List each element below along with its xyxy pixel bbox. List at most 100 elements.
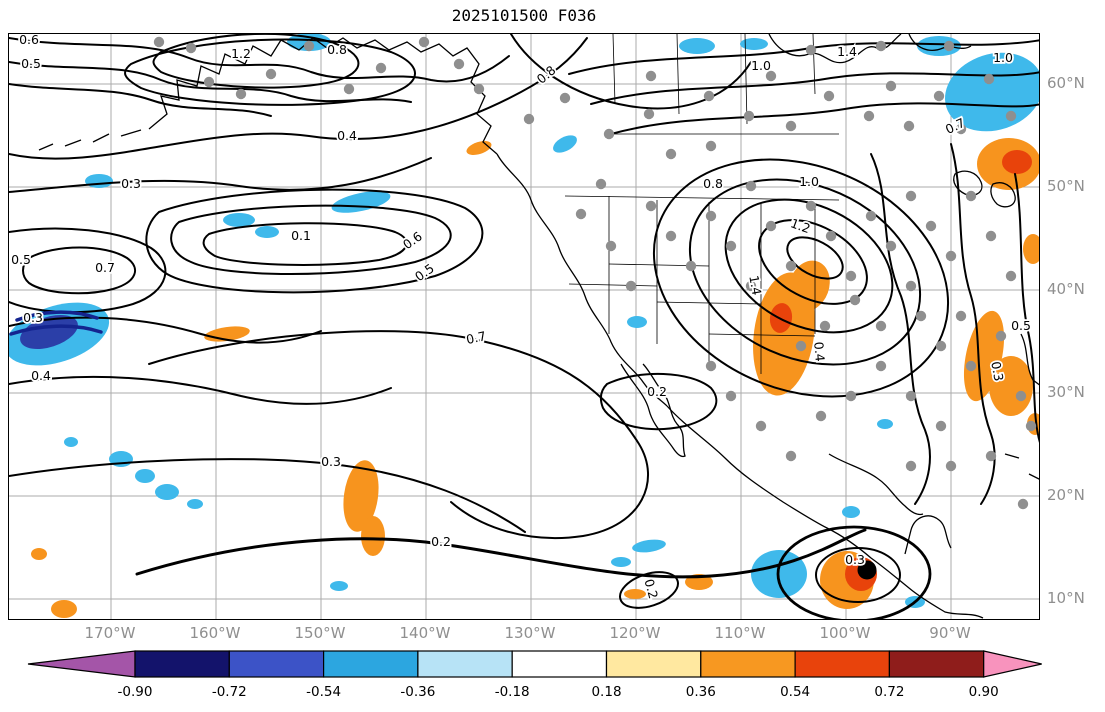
colorbar-tick: -0.18 — [494, 684, 530, 700]
station-dot — [755, 420, 767, 432]
station-dot — [965, 360, 977, 372]
shaded-patch — [361, 516, 385, 556]
colorbar-segment — [605, 650, 702, 678]
colorbar-over-arrow — [983, 650, 1042, 678]
shaded-patch — [624, 589, 646, 599]
contour-lines — [9, 34, 1039, 619]
station-dot — [265, 68, 277, 80]
shaded-patch — [155, 484, 179, 500]
station-dot — [845, 390, 857, 402]
shaded-patch — [187, 499, 203, 509]
lon-tick-label: 110°W — [714, 624, 766, 642]
contour-label: 0.3 — [121, 176, 141, 191]
station-dot — [983, 73, 995, 85]
shaded-patch — [679, 38, 715, 54]
station-dot — [625, 280, 637, 292]
contour-label: 1.0 — [799, 174, 819, 189]
shaded-patch — [223, 213, 255, 227]
colorbar-segment — [511, 650, 608, 678]
shaded-patch — [20, 314, 78, 350]
station-dot — [885, 80, 897, 92]
station-dot — [235, 88, 247, 100]
station-dot — [375, 62, 387, 74]
shaded-patch — [740, 38, 768, 50]
station-dot — [745, 180, 757, 192]
shaded-patch — [1002, 150, 1032, 174]
colorbar — [27, 650, 1042, 678]
contour-label: 0.6 — [19, 34, 39, 47]
colorbar-tick: 0.72 — [874, 684, 905, 700]
shaded-patch — [917, 36, 961, 56]
station-dot — [815, 410, 827, 422]
shaded-patch — [1023, 234, 1039, 264]
contour-label: 0.2 — [431, 534, 451, 549]
station-dot — [885, 240, 897, 252]
station-dot — [418, 36, 430, 48]
lat-tick-label: 20°N — [1047, 486, 1085, 504]
station-dot — [985, 230, 997, 242]
station-dot — [665, 230, 677, 242]
colorbar-tick: -0.72 — [211, 684, 247, 700]
contour-label: 0.5 — [11, 252, 31, 267]
station-dot — [1005, 270, 1017, 282]
station-dot — [925, 220, 937, 232]
lon-tick-label: 140°W — [399, 624, 451, 642]
station-dot — [645, 200, 657, 212]
station-dot — [703, 90, 715, 102]
shaded-patch — [343, 460, 379, 532]
station-dot — [153, 36, 165, 48]
contour-label: 0.4 — [31, 368, 51, 383]
station-dot — [795, 340, 807, 352]
station-dot — [1025, 420, 1037, 432]
contour-label: 0.7 — [465, 328, 488, 347]
shaded-patch — [842, 506, 860, 518]
station-dot — [965, 190, 977, 202]
lat-tick-label: 30°N — [1047, 383, 1085, 401]
station-dot — [743, 110, 755, 122]
weather-map: 0.60.51.2 0.80.8 1.01.4 1.00.70.40.3 0.8 1.00… — [9, 34, 1039, 619]
shaded-patch — [611, 557, 631, 567]
station-dot — [955, 310, 967, 322]
shaded-patch — [135, 469, 155, 483]
shaded-patch — [627, 316, 647, 328]
station-dot — [905, 390, 917, 402]
contour-label: 0.8 — [703, 176, 723, 191]
station-dot — [845, 270, 857, 282]
lon-tick-label: 150°W — [294, 624, 346, 642]
station-dot — [453, 58, 465, 70]
station-dot — [705, 360, 717, 372]
station-dot — [945, 460, 957, 472]
station-dot — [995, 330, 1007, 342]
colorbar-tick: 0.54 — [780, 684, 811, 700]
lon-tick-label: 160°W — [189, 624, 241, 642]
station-dot — [705, 210, 717, 222]
contour-label: 0.4 — [337, 128, 357, 143]
station-dot — [725, 240, 737, 252]
station-dot — [915, 310, 927, 322]
station-dot — [823, 90, 835, 102]
station-dot — [685, 260, 697, 272]
station-dot — [903, 120, 915, 132]
lat-tick-label: 50°N — [1047, 177, 1085, 195]
station-dot — [819, 320, 831, 332]
lon-tick-label: 100°W — [819, 624, 871, 642]
colorbar-tick: 0.90 — [968, 684, 999, 700]
station-dot — [765, 220, 777, 232]
lon-tick-label: 130°W — [504, 624, 556, 642]
contour-label: 0.3 — [321, 454, 341, 469]
contour-label: 1.4 — [837, 44, 857, 59]
station-dot — [825, 230, 837, 242]
lat-tick-label: 40°N — [1047, 280, 1085, 298]
station-dot — [203, 76, 215, 88]
station-dot — [343, 83, 355, 95]
station-dot — [849, 294, 861, 306]
contour-label: 0.2 — [647, 384, 667, 399]
shaded-patch — [632, 539, 666, 553]
colorbar-segment — [700, 650, 796, 678]
station-dot — [643, 108, 655, 120]
station-dot — [935, 420, 947, 432]
station-dot — [603, 128, 615, 140]
station-dot — [1017, 498, 1029, 510]
colorbar-tick: 0.18 — [591, 684, 622, 700]
